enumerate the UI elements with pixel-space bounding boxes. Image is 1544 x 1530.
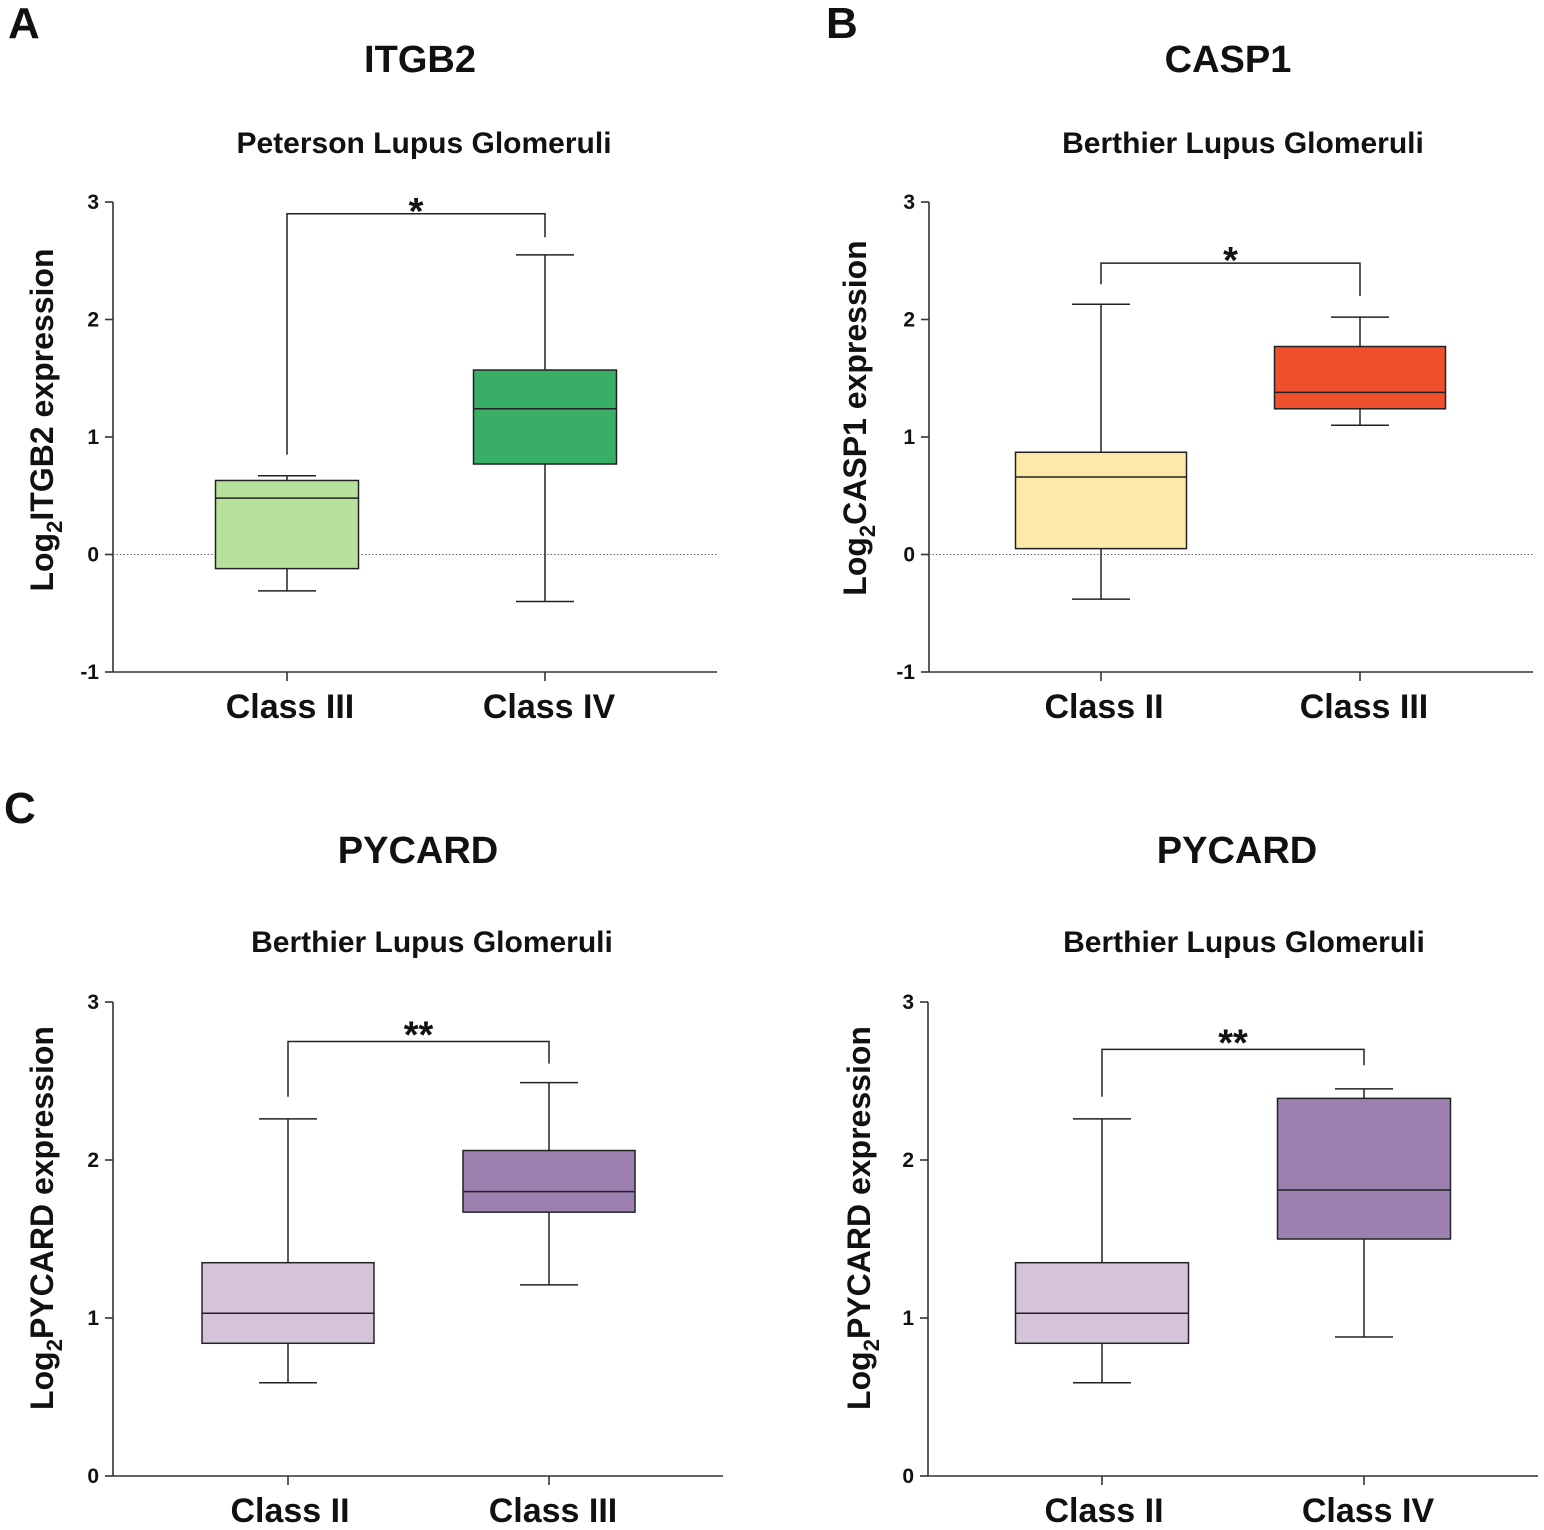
y-tick-label: 3 [87, 991, 99, 1014]
box-marks [214, 254, 618, 603]
iqr-box [1273, 345, 1447, 410]
significance: ** [1101, 1022, 1365, 1097]
gene-title: ITGB2 [364, 39, 476, 81]
x-tick-label: Class III [1300, 688, 1429, 726]
chart-itgb2: ITGB2 Peterson Lupus Glomeruli Log2ITGB2… [24, 39, 717, 726]
y-tick-label: 0 [903, 544, 915, 567]
chart-casp1: CASP1 Berthier Lupus Glomeruli Log2CASP1… [837, 39, 1533, 726]
iqr-box [1014, 1261, 1190, 1345]
y-label-log: Log [837, 537, 873, 596]
y-tick-label: 2 [87, 1149, 99, 1172]
y-tick-label: -1 [896, 661, 915, 684]
y-label-subscript: 2 [42, 521, 67, 533]
gene-title: PYCARD [338, 830, 498, 872]
significance: * [1100, 240, 1361, 296]
chart-pycard-class-iv: PYCARD Berthier Lupus Glomeruli Log2PYCA… [841, 830, 1538, 1530]
box-marks [1014, 303, 1447, 600]
x-tick-label: Class II [1044, 1492, 1163, 1530]
y-tick-label: 1 [87, 1307, 99, 1330]
significance-bracket [1101, 1048, 1365, 1097]
y-axis-label: Log2CASP1 expression [837, 240, 880, 595]
chart-pycard-class-iii: PYCARD Berthier Lupus Glomeruli Log2PYCA… [24, 830, 723, 1530]
dataset-title: Berthier Lupus Glomeruli [251, 926, 613, 959]
y-tick-label: 2 [902, 1149, 914, 1172]
significance-bracket [1100, 262, 1361, 296]
y-tick-label: 3 [87, 191, 99, 214]
gene-title: PYCARD [1157, 830, 1317, 872]
panel-label-b: B [826, 0, 858, 48]
svg-text:Log2PYCARD expression: Log2PYCARD expression [841, 1026, 884, 1410]
y-tick-label: 2 [903, 309, 915, 332]
y-tick-label: 1 [87, 426, 99, 449]
significance-label: * [409, 191, 424, 233]
y-label-text: CASP1 expression [837, 240, 873, 525]
iqr-box [201, 1261, 375, 1345]
y-tick-label: 0 [87, 1465, 99, 1488]
significance-bracket [286, 213, 546, 455]
significance-label: ** [404, 1015, 434, 1057]
gene-title: CASP1 [1165, 39, 1292, 81]
significance-label: * [1223, 240, 1238, 282]
svg-text:Log2PYCARD expression: Log2PYCARD expression [24, 1026, 67, 1410]
y-tick-label: 2 [87, 309, 99, 332]
y-label-subscript: 2 [42, 1339, 67, 1351]
x-tick-label: Class III [489, 1492, 618, 1530]
y-label-log: Log [841, 1351, 877, 1410]
y-tick-label: 0 [87, 544, 99, 567]
iqr-box [214, 479, 360, 570]
y-ticks: -1 0 1 2 3 [896, 191, 929, 684]
y-axis-label: Log2PYCARD expression [24, 1026, 67, 1410]
panel-label-c: C [4, 784, 36, 833]
y-ticks: -1 0 1 2 3 [80, 191, 113, 684]
significance-bracket [287, 1040, 550, 1097]
significance: * [286, 191, 546, 455]
svg-text:Log2CASP1 expression: Log2CASP1 expression [837, 240, 880, 595]
significance-label: ** [1218, 1022, 1248, 1064]
iqr-box [1014, 451, 1188, 550]
iqr-box [472, 369, 618, 465]
y-label-text: PYCARD expression [841, 1026, 877, 1339]
y-label-subscript: 2 [855, 525, 880, 537]
iqr-box [1276, 1097, 1452, 1240]
svg-text:Log2ITGB2 expression: Log2ITGB2 expression [24, 249, 67, 592]
dataset-title: Berthier Lupus Glomeruli [1062, 127, 1424, 160]
y-tick-label: -1 [80, 661, 99, 684]
y-label-log: Log [24, 1351, 60, 1410]
y-ticks: 0 1 2 3 [902, 991, 928, 1488]
box-marks [201, 1081, 636, 1384]
iqr-box [462, 1149, 636, 1213]
y-tick-label: 3 [903, 191, 915, 214]
y-tick-label: 0 [902, 1465, 914, 1488]
x-tick-label: Class IV [1302, 1492, 1435, 1530]
box-marks [1014, 1088, 1452, 1384]
y-tick-label: 1 [902, 1307, 914, 1330]
x-tick-label: Class II [1044, 688, 1163, 726]
x-tick-label: Class III [226, 688, 355, 726]
y-axis-label: Log2ITGB2 expression [24, 249, 67, 592]
significance: ** [287, 1015, 550, 1097]
y-ticks: 0 1 2 3 [87, 991, 113, 1488]
x-tick-label: Class II [230, 1492, 349, 1530]
y-label-text: ITGB2 expression [24, 249, 60, 521]
x-tick-label: Class IV [483, 688, 616, 726]
y-axis-label: Log2PYCARD expression [841, 1026, 884, 1410]
y-label-subscript: 2 [859, 1339, 884, 1351]
y-tick-label: 3 [902, 991, 914, 1014]
dataset-title: Berthier Lupus Glomeruli [1063, 926, 1425, 959]
y-label-text: PYCARD expression [24, 1026, 60, 1339]
y-tick-label: 1 [903, 426, 915, 449]
dataset-title: Peterson Lupus Glomeruli [236, 127, 611, 160]
panel-label-a: A [8, 0, 40, 48]
y-label-log: Log [24, 533, 60, 592]
